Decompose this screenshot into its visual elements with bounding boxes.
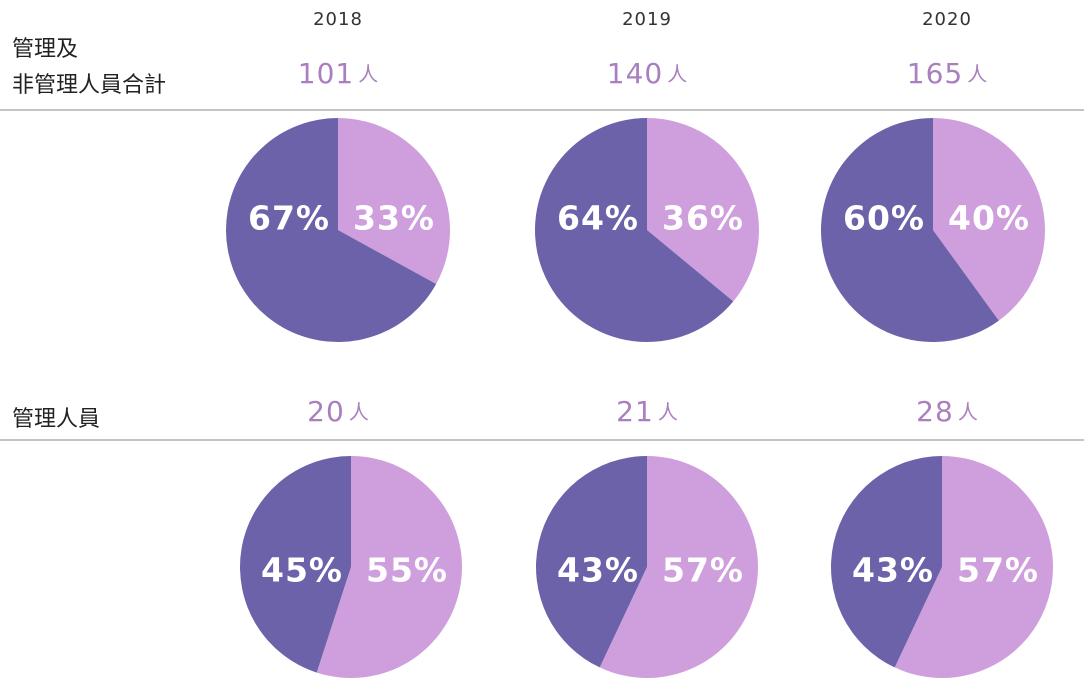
slice-label: 43% — [557, 551, 639, 590]
total-value: 140 — [607, 57, 663, 90]
total-count: 28 人 — [916, 395, 978, 428]
row-label: 管理人員 — [12, 407, 100, 432]
slice-label: 43% — [852, 551, 934, 590]
pie-slice — [338, 118, 451, 284]
slice-label: 55% — [366, 551, 448, 590]
total-value: 101 — [298, 57, 354, 90]
pie-slice — [821, 118, 999, 343]
total-unit: 人 — [967, 62, 987, 86]
total-value: 21 — [616, 395, 654, 428]
year-label: 2018 — [313, 9, 363, 30]
total-unit: 人 — [958, 400, 978, 424]
total-count: 101 人 — [298, 57, 378, 90]
pie-slice — [240, 456, 351, 673]
slice-label: 60% — [843, 199, 925, 238]
year-label: 2020 — [922, 9, 972, 30]
slice-label: 40% — [948, 199, 1030, 238]
pie-slice — [831, 456, 942, 668]
total-unit: 人 — [349, 400, 369, 424]
slice-label: 45% — [261, 551, 343, 590]
total-count: 140 人 — [607, 57, 687, 90]
total-count: 165 人 — [907, 57, 987, 90]
slice-label: 33% — [353, 199, 435, 238]
total-count: 21 人 — [616, 395, 678, 428]
total-count: 20 人 — [307, 395, 369, 428]
row-label: 管理及 — [12, 37, 78, 62]
total-value: 165 — [907, 57, 963, 90]
pie-slice — [536, 456, 647, 668]
pie-slice — [647, 118, 760, 302]
slice-label: 67% — [248, 199, 330, 238]
slice-label: 57% — [662, 551, 744, 590]
pie-slice — [599, 456, 758, 678]
pie-slice — [933, 118, 1045, 321]
pie-slice — [894, 456, 1054, 678]
pie-slice — [226, 118, 437, 342]
slice-label: 64% — [557, 199, 639, 238]
slice-label: 57% — [957, 551, 1039, 590]
row-label: 非管理人員合計 — [12, 73, 166, 98]
pie-slice — [535, 118, 734, 342]
total-unit: 人 — [667, 62, 687, 86]
total-unit: 人 — [358, 62, 378, 86]
total-unit: 人 — [658, 400, 678, 424]
slice-label: 36% — [662, 199, 744, 238]
total-value: 28 — [916, 395, 954, 428]
pie-slice — [316, 456, 463, 678]
year-label: 2019 — [622, 9, 672, 30]
total-value: 20 — [307, 395, 345, 428]
